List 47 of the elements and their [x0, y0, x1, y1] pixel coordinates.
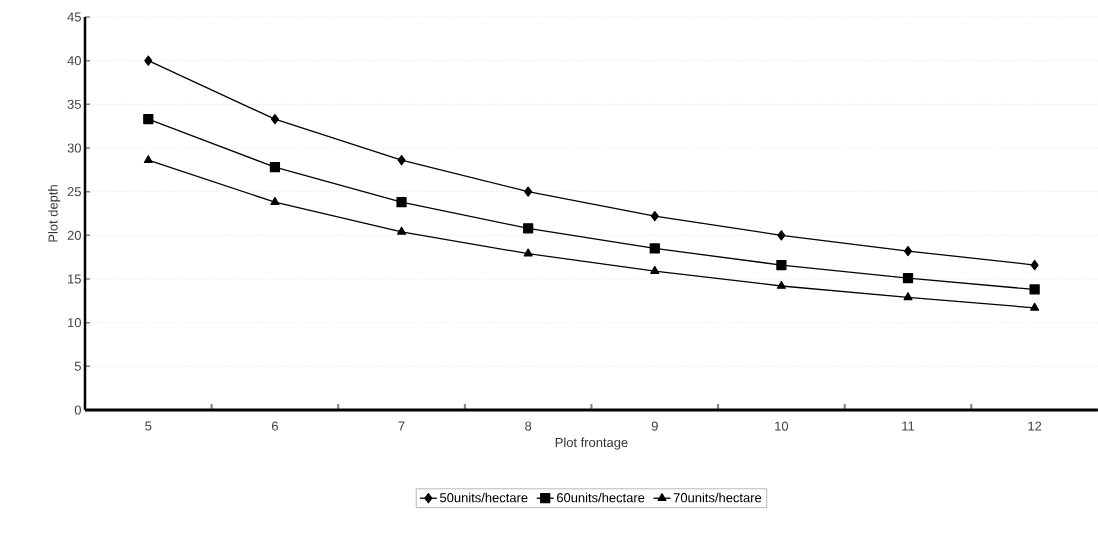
point: [144, 55, 153, 66]
point: [270, 114, 279, 125]
point: [1029, 284, 1040, 295]
y-tick-label: 30: [67, 143, 81, 153]
x-tick-label: 10: [775, 421, 789, 431]
point: [269, 162, 281, 173]
x-axis-title: Plot frontage: [555, 437, 628, 450]
point: [649, 243, 660, 254]
point: [1030, 302, 1040, 311]
y-tick-label: 45: [67, 12, 81, 22]
point: [143, 114, 154, 125]
point: [902, 272, 914, 284]
point: [523, 248, 533, 257]
legend-label: 50units/hectare: [440, 492, 528, 503]
point: [650, 210, 659, 222]
x-tick-label: 11: [902, 421, 915, 431]
x-tick-label: 8: [525, 421, 532, 431]
point: [270, 197, 280, 206]
y-tick-label: 20: [67, 230, 81, 240]
y-tick-label: 5: [74, 361, 81, 371]
point: [1030, 259, 1039, 271]
y-tick-label: 35: [67, 99, 81, 109]
point: [903, 292, 913, 301]
x-tick-label: 7: [398, 421, 405, 431]
point: [143, 155, 153, 164]
x-tick-label: 9: [651, 421, 658, 431]
legend-label: 60units/hectare: [556, 492, 645, 503]
point: [776, 280, 786, 289]
point: [397, 155, 406, 166]
point: [777, 230, 786, 241]
y-tick-label: 40: [67, 56, 81, 66]
point: [776, 259, 787, 271]
point: [396, 197, 407, 208]
y-tick-label: 0: [74, 405, 81, 415]
point: [397, 226, 407, 235]
point: [523, 223, 534, 234]
point: [524, 186, 533, 197]
point: [904, 245, 913, 257]
y-axis-title: Plot depth: [48, 185, 61, 242]
y-tick-label: 15: [68, 274, 81, 284]
y-tick-label: 25: [67, 187, 81, 197]
y-tick-label: 10: [68, 318, 81, 328]
x-tick-label: 12: [1028, 421, 1042, 431]
point: [650, 266, 660, 275]
x-tick-label: 5: [145, 421, 152, 431]
x-tick-label: 6: [271, 421, 278, 431]
legend-label: 70units/hectare: [673, 492, 762, 503]
